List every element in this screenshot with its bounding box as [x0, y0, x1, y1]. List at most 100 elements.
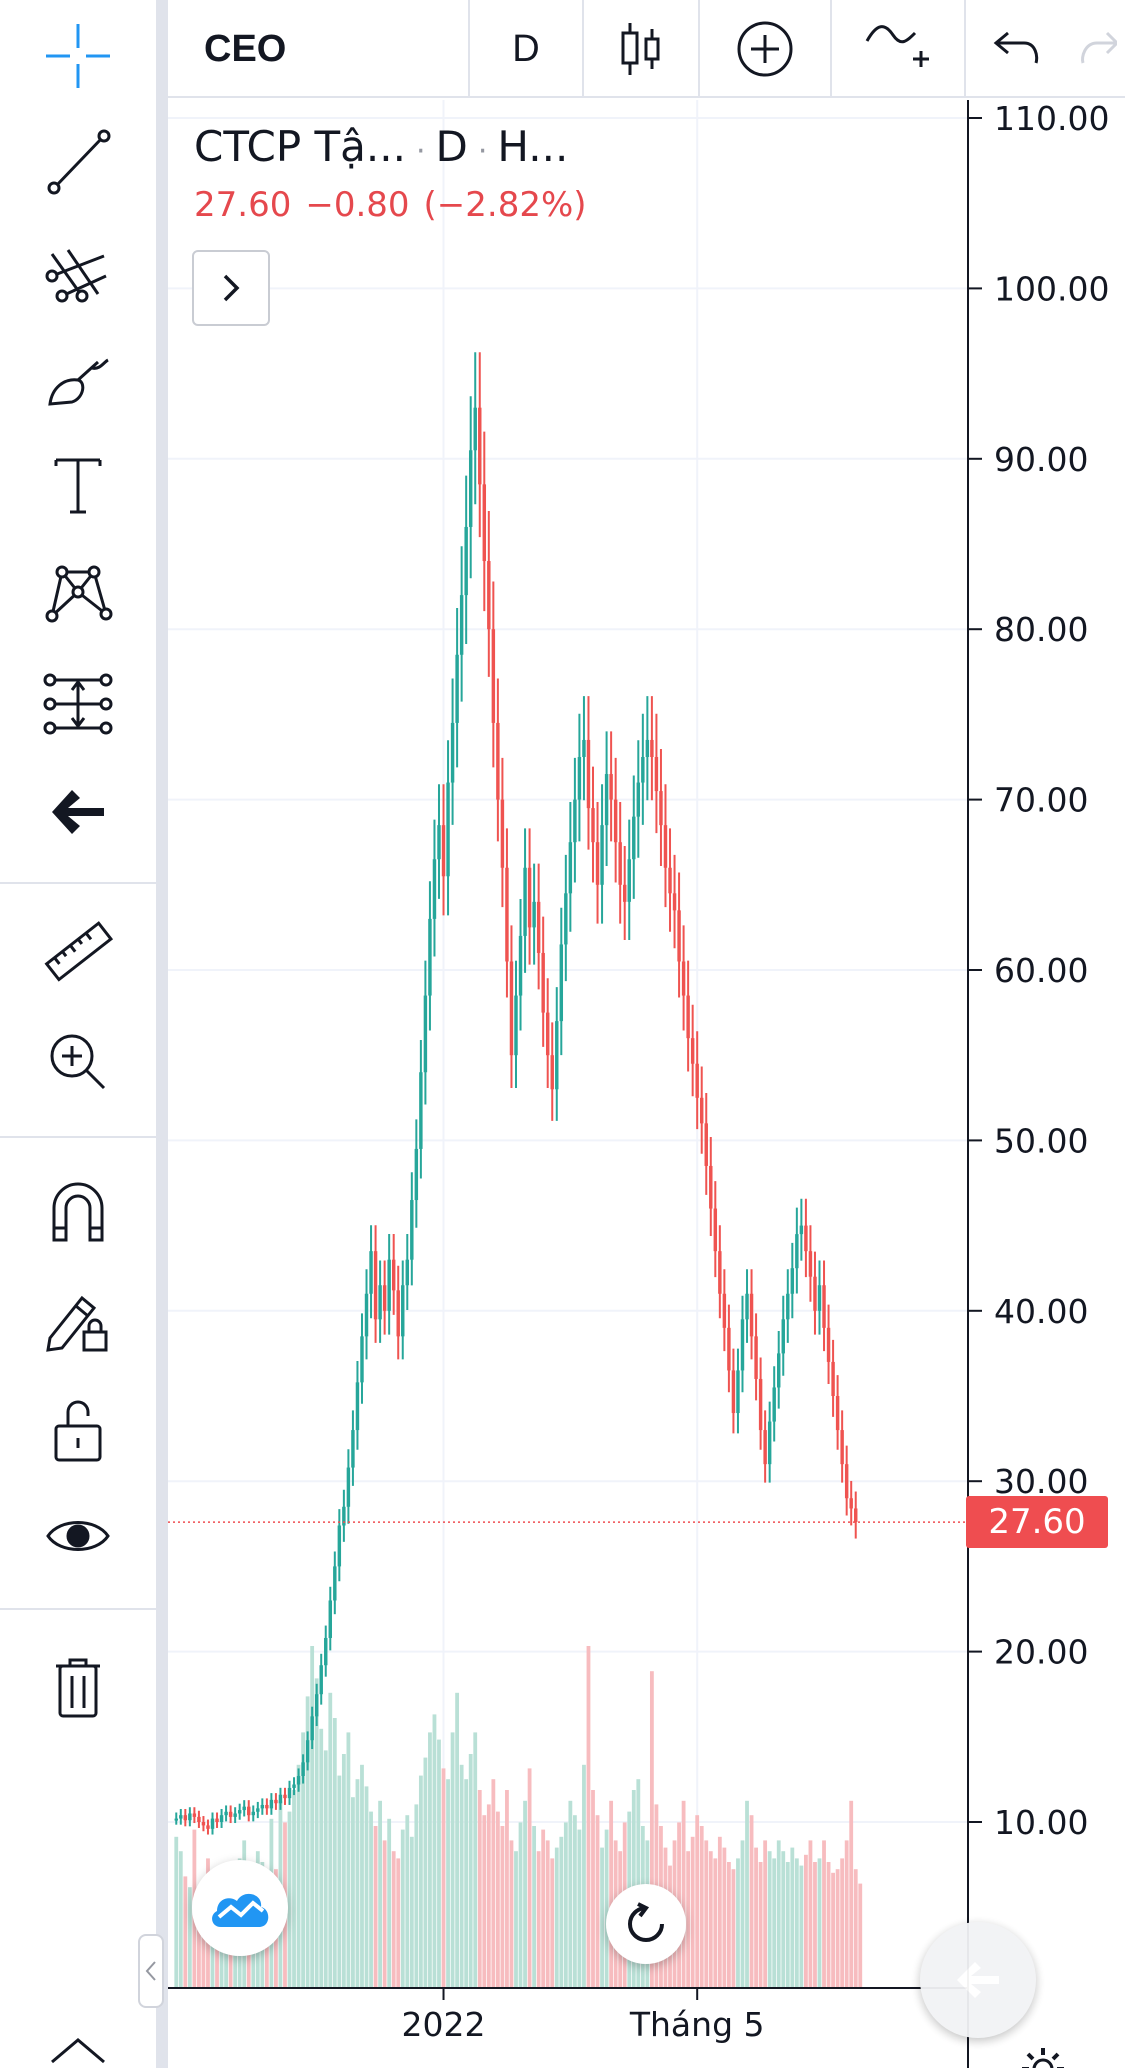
candle-body: [854, 1508, 858, 1523]
back-arrow-icon[interactable]: [38, 772, 118, 852]
cloud-chart-icon: [212, 1893, 269, 1927]
chart-type-button[interactable]: [584, 0, 700, 98]
undo-button[interactable]: [966, 0, 1068, 98]
candle-body: [296, 1775, 301, 1785]
candle-body: [419, 1072, 423, 1149]
unlock-icon[interactable]: [38, 1390, 118, 1470]
zoom-in-icon[interactable]: [38, 1022, 118, 1102]
volume-bar: [586, 1646, 591, 1988]
candle-body: [505, 867, 509, 962]
volume-bar: [364, 1786, 369, 1988]
volume-bar: [704, 1840, 709, 1988]
candle-body: [346, 1467, 351, 1507]
candle-body: [446, 782, 450, 877]
settings-icon[interactable]: [1018, 2044, 1068, 2068]
volume-bar: [835, 1869, 840, 1988]
interval-button[interactable]: D: [470, 0, 584, 98]
redo-button[interactable]: [1068, 0, 1125, 98]
volume-bar: [355, 1779, 360, 1988]
volume-bar: [749, 1815, 754, 1988]
candle-body: [790, 1268, 795, 1294]
candle-body: [464, 526, 468, 596]
volume-bar: [532, 1826, 537, 1988]
crosshair-icon[interactable]: [38, 16, 118, 96]
pitchfork-icon[interactable]: [38, 232, 118, 312]
candle-body: [174, 1818, 178, 1821]
candle-body: [736, 1370, 740, 1414]
refresh-icon: [628, 1902, 664, 1942]
tradingview-logo-button[interactable]: [192, 1860, 288, 1956]
indicators-button[interactable]: [832, 0, 966, 98]
scroll-to-realtime-button[interactable]: [920, 1922, 1036, 2038]
candle-body: [387, 1259, 391, 1311]
candle-body: [835, 1396, 840, 1431]
volume-bar: [776, 1840, 781, 1988]
legend-expand-button[interactable]: [192, 250, 270, 326]
brush-icon[interactable]: [38, 338, 118, 418]
eye-icon[interactable]: [38, 1496, 118, 1576]
lock-drawing-icon[interactable]: [38, 1282, 118, 1362]
candle-body: [283, 1794, 287, 1799]
volume-bar: [301, 1732, 306, 1988]
volume-bar: [341, 1754, 346, 1988]
volume-bar: [505, 1790, 509, 1988]
candle-body: [219, 1815, 224, 1822]
symbol-label: CEO: [204, 27, 287, 70]
candle-body: [677, 910, 681, 962]
candle-body: [274, 1799, 278, 1804]
legend-separator: ·: [415, 134, 426, 169]
reset-chart-button[interactable]: [606, 1884, 686, 1964]
candle-body: [183, 1815, 188, 1821]
price-chart[interactable]: 110.00 100.00 90.00 80.00 70.00 60.00 50.00 40.…: [168, 100, 1125, 2068]
candle-body: [237, 1810, 242, 1814]
volume-bar: [351, 1797, 355, 1988]
magnet-icon[interactable]: [38, 1172, 118, 1252]
candle-body: [305, 1740, 310, 1763]
candle-body: [192, 1813, 197, 1817]
volume-bar: [518, 1822, 523, 1988]
candle-body: [672, 893, 677, 911]
candle-body: [822, 1285, 826, 1328]
candle-body: [690, 1038, 695, 1064]
volume-bar: [437, 1739, 441, 1988]
volume-bar: [726, 1862, 731, 1988]
candle-body: [342, 1506, 346, 1526]
candle-body: [432, 859, 437, 919]
hide-drawings-icon[interactable]: [38, 2022, 118, 2068]
trash-icon[interactable]: [38, 1648, 118, 1728]
volume-bar: [414, 1804, 419, 1988]
candle-body: [523, 867, 527, 936]
candle-body: [188, 1813, 192, 1821]
pattern-icon[interactable]: [38, 552, 118, 632]
candle-body: [650, 739, 654, 757]
candle-body: [645, 739, 650, 757]
candle-body: [396, 1290, 400, 1337]
candle-body: [654, 757, 659, 792]
toolbar-divider: [0, 1608, 156, 1610]
volume-bar: [858, 1883, 863, 1988]
ruler-icon[interactable]: [38, 912, 118, 992]
volume-bar: [400, 1829, 405, 1988]
volume-bar: [423, 1757, 428, 1988]
axes: 110.00 100.00 90.00 80.00 70.00 60.00 50.00 40.…: [168, 100, 1109, 2068]
volume-bar: [473, 1732, 478, 1988]
volume-bar: [183, 1876, 188, 1988]
candle-body: [378, 1285, 382, 1320]
collapse-toolbar-button[interactable]: [138, 1934, 164, 2008]
volume-bar: [468, 1754, 473, 1988]
candle-body: [373, 1251, 378, 1320]
y-tick-label: 90.00: [994, 440, 1088, 479]
text-icon[interactable]: [38, 444, 118, 524]
volume-bar: [450, 1732, 455, 1988]
legend-exchange: H...: [497, 122, 569, 171]
compare-add-button[interactable]: [700, 0, 832, 98]
volume-bar: [387, 1818, 392, 1988]
volume-bar: [636, 1779, 641, 1988]
trend-line-icon[interactable]: [38, 122, 118, 202]
symbol-search-button[interactable]: CEO: [168, 0, 470, 98]
candle-body: [201, 1822, 206, 1826]
volume-bar: [314, 1678, 319, 1988]
volume-bar: [369, 1811, 373, 1988]
candle-body: [713, 1208, 718, 1252]
prediction-icon[interactable]: [38, 664, 118, 744]
